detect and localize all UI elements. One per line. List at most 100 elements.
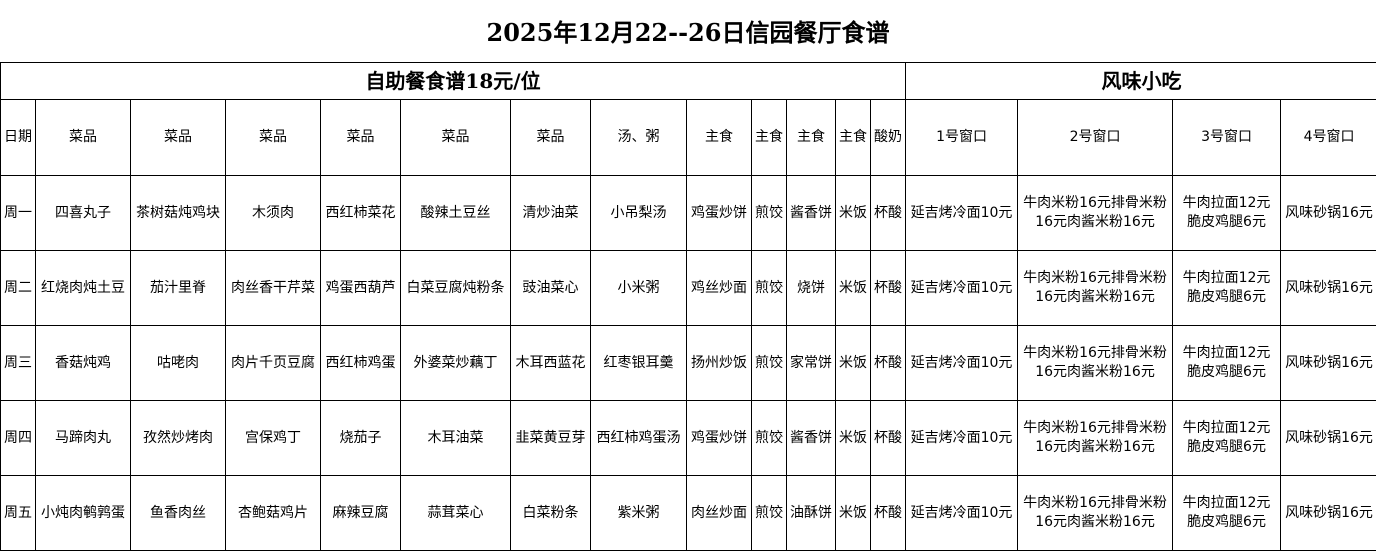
menu-cell: 杯酸	[869, 400, 907, 476]
menu-cell: 木须肉	[225, 175, 321, 251]
menu-cell: 牛肉拉面12元脆皮鸡腿6元	[1172, 400, 1282, 476]
menu-cell: 宫保鸡丁	[225, 400, 321, 476]
day-cell: 周三	[0, 325, 36, 401]
menu-cell: 杯酸	[869, 250, 907, 326]
menu-cell: 米饭	[835, 250, 871, 326]
menu-cell: 肉丝炒面	[686, 475, 752, 551]
table-row: 周五 小炖肉鹌鹑蛋 鱼香肉丝 杏鲍菇鸡片 麻辣豆腐 蒜茸菜心 白菜粉条 紫米粥 肉丝炒面 煎饺 油酥…	[0, 475, 1376, 551]
menu-cell: 风味砂锅16元	[1280, 475, 1376, 551]
menu-cell: 鸡蛋炒饼	[686, 175, 752, 251]
menu-cell: 牛肉米粉16元排骨米粉16元肉酱米粉16元	[1017, 475, 1174, 551]
menu-cell: 烧茄子	[320, 400, 401, 476]
menu-cell: 牛肉米粉16元排骨米粉16元肉酱米粉16元	[1017, 175, 1174, 251]
menu-cell: 酱香饼	[786, 400, 836, 476]
menu-cell: 西红柿菜花	[320, 175, 401, 251]
menu-cell: 煎饺	[751, 325, 787, 401]
menu-cell: 小米粥	[590, 250, 687, 326]
menu-cell: 韭菜黄豆芽	[510, 400, 591, 476]
menu-cell: 咕咾肉	[130, 325, 226, 401]
table-row: 周一 四喜丸子 茶树菇炖鸡块 木须肉 西红柿菜花 酸辣土豆丝 清炒油菜 小吊梨汤 鸡蛋炒饼 煎饺酱…	[0, 175, 1376, 251]
menu-cell: 杯酸	[869, 325, 907, 401]
menu-cell: 延吉烤冷面10元	[905, 475, 1019, 551]
menu-table: 自助餐食谱18元/位 风味小吃 日期 菜品 菜品 菜品 菜品 菜品 菜品 汤、粥 主食 主食 主食主…	[0, 62, 1376, 551]
column-header: 1号窗口	[905, 99, 1019, 176]
menu-cell: 牛肉米粉16元排骨米粉16元肉酱米粉16元	[1017, 325, 1174, 401]
column-header: 菜品	[320, 99, 401, 176]
menu-cell: 酱香饼	[786, 175, 836, 251]
menu-cell: 红枣银耳羹	[590, 325, 687, 401]
column-header: 菜品	[35, 99, 131, 176]
menu-cell: 煎饺	[751, 400, 787, 476]
menu-cell: 鸡丝炒面	[686, 250, 752, 326]
menu-cell: 外婆菜炒藕丁	[400, 325, 511, 401]
menu-cell: 豉油菜心	[510, 250, 591, 326]
column-header: 主食	[786, 99, 836, 176]
menu-cell: 茄汁里脊	[130, 250, 226, 326]
menu-cell: 牛肉拉面12元脆皮鸡腿6元	[1172, 475, 1282, 551]
menu-cell: 鸡蛋炒饼	[686, 400, 752, 476]
menu-cell: 小吊梨汤	[590, 175, 687, 251]
column-header: 主食	[686, 99, 752, 176]
menu-cell: 白菜豆腐炖粉条	[400, 250, 511, 326]
table-row: 周四 马蹄肉丸 孜然炒烤肉 宫保鸡丁 烧茄子 木耳油菜 韭菜黄豆芽 西红柿鸡蛋汤 鸡蛋炒饼 煎饺酱…	[0, 400, 1376, 476]
column-header: 主食	[751, 99, 787, 176]
menu-cell: 延吉烤冷面10元	[905, 250, 1019, 326]
day-cell: 周五	[0, 475, 36, 551]
menu-cell: 米饭	[835, 175, 871, 251]
menu-cell: 麻辣豆腐	[320, 475, 401, 551]
menu-cell: 白菜粉条	[510, 475, 591, 551]
menu-cell: 小炖肉鹌鹑蛋	[35, 475, 131, 551]
menu-cell: 杯酸	[869, 475, 907, 551]
menu-cell: 延吉烤冷面10元	[905, 325, 1019, 401]
menu-cell: 酸辣土豆丝	[400, 175, 511, 251]
column-header: 4号窗口	[1280, 99, 1376, 176]
menu-cell: 鸡蛋西葫芦	[320, 250, 401, 326]
menu-cell: 红烧肉炖土豆	[35, 250, 131, 326]
menu-cell: 杯酸	[869, 175, 907, 251]
menu-cell: 茶树菇炖鸡块	[130, 175, 226, 251]
menu-cell: 烧饼	[786, 250, 836, 326]
table-row: 周三 香菇炖鸡 咕咾肉 肉片千页豆腐 西红柿鸡蛋 外婆菜炒藕丁 木耳西蓝花 红枣银耳羹 扬州炒饭…	[0, 325, 1376, 401]
menu-cell: 蒜茸菜心	[400, 475, 511, 551]
menu-cell: 米饭	[835, 475, 871, 551]
menu-cell: 延吉烤冷面10元	[905, 175, 1019, 251]
snacks-section-header: 风味小吃	[905, 62, 1376, 100]
menu-cell: 鱼香肉丝	[130, 475, 226, 551]
menu-cell: 扬州炒饭	[686, 325, 752, 401]
menu-cell: 煎饺	[751, 250, 787, 326]
page-title: 2025年12月22--26日信园餐厅食谱	[486, 18, 890, 47]
column-header: 汤、粥	[590, 99, 687, 176]
menu-cell: 杏鲍菇鸡片	[225, 475, 321, 551]
table-row: 周二 红烧肉炖土豆 茄汁里脊 肉丝香干芹菜 鸡蛋西葫芦 白菜豆腐炖粉条 豉油菜心 小米粥 鸡丝炒…	[0, 250, 1376, 326]
menu-cell: 米饭	[835, 400, 871, 476]
menu-cell: 米饭	[835, 325, 871, 401]
menu-cell: 紫米粥	[590, 475, 687, 551]
buffet-section-header: 自助餐食谱18元/位	[0, 62, 907, 100]
menu-cell: 肉丝香干芹菜	[225, 250, 321, 326]
menu-cell: 延吉烤冷面10元	[905, 400, 1019, 476]
column-header: 3号窗口	[1172, 99, 1282, 176]
menu-cell: 牛肉拉面12元脆皮鸡腿6元	[1172, 175, 1282, 251]
menu-cell: 孜然炒烤肉	[130, 400, 226, 476]
menu-cell: 牛肉米粉16元排骨米粉16元肉酱米粉16元	[1017, 400, 1174, 476]
menu-cell: 四喜丸子	[35, 175, 131, 251]
menu-cell: 风味砂锅16元	[1280, 325, 1376, 401]
menu-cell: 牛肉拉面12元脆皮鸡腿6元	[1172, 250, 1282, 326]
menu-cell: 西红柿鸡蛋汤	[590, 400, 687, 476]
menu-cell: 家常饼	[786, 325, 836, 401]
column-header: 酸奶	[869, 99, 907, 176]
menu-cell: 煎饺	[751, 475, 787, 551]
column-header: 菜品	[510, 99, 591, 176]
menu-cell: 肉片千页豆腐	[225, 325, 321, 401]
day-cell: 周四	[0, 400, 36, 476]
menu-cell: 香菇炖鸡	[35, 325, 131, 401]
column-header: 日期	[0, 99, 36, 176]
column-header: 2号窗口	[1017, 99, 1174, 176]
menu-cell: 煎饺	[751, 175, 787, 251]
menu-cell: 油酥饼	[786, 475, 836, 551]
menu-cell: 木耳西蓝花	[510, 325, 591, 401]
column-header: 菜品	[400, 99, 511, 176]
menu-cell: 清炒油菜	[510, 175, 591, 251]
menu-cell: 风味砂锅16元	[1280, 175, 1376, 251]
column-header: 主食	[835, 99, 871, 176]
